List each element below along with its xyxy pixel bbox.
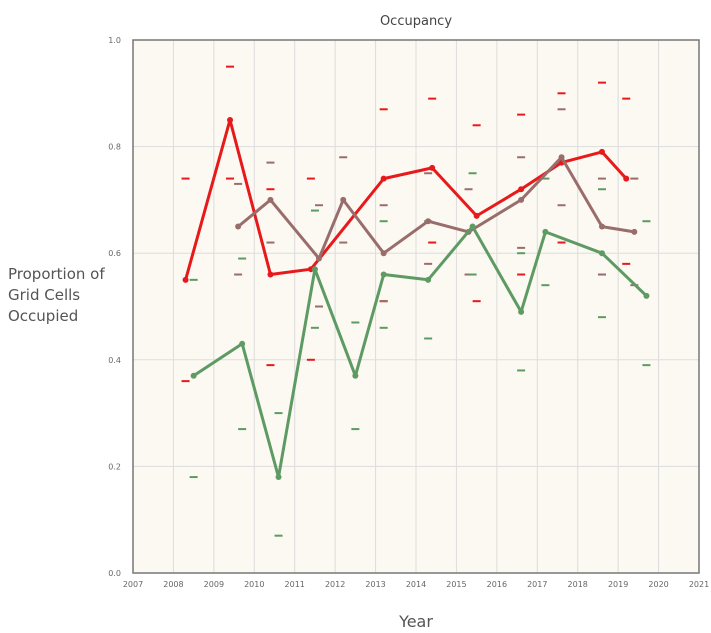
- data-point: [315, 255, 322, 262]
- y-tick-label: 0.2: [108, 462, 121, 471]
- x-tick-label: 2011: [285, 580, 305, 589]
- y-tick-label: 0.4: [108, 356, 121, 365]
- data-point: [469, 223, 476, 230]
- data-point: [267, 271, 274, 278]
- x-axis-label: Year: [399, 612, 433, 631]
- data-point: [598, 250, 605, 257]
- x-tick-label: 2021: [689, 580, 709, 589]
- data-point: [643, 292, 650, 299]
- data-point: [182, 276, 189, 283]
- data-point: [275, 474, 282, 481]
- y-axis-label: Proportion of Grid Cells Occupied: [8, 265, 105, 325]
- data-point: [380, 271, 387, 278]
- series-line-3: [192, 225, 648, 479]
- x-tick-label: 2010: [244, 580, 264, 589]
- data-point: [518, 196, 525, 203]
- data-point: [473, 212, 480, 219]
- x-tick-label: 2007: [123, 580, 143, 589]
- x-tick-label: 2017: [527, 580, 547, 589]
- data-point: [380, 250, 387, 257]
- data-point: [425, 276, 432, 283]
- data-point: [598, 148, 605, 155]
- data-point: [558, 154, 565, 161]
- x-tick-label: 2013: [365, 580, 385, 589]
- y-tick-label: 0.0: [108, 569, 121, 578]
- y-tick-label: 0.6: [108, 249, 121, 258]
- data-point: [380, 175, 387, 182]
- data-point: [518, 308, 525, 315]
- data-point: [340, 196, 347, 203]
- x-tick-label: 2018: [568, 580, 588, 589]
- data-point: [235, 223, 242, 230]
- y-tick-label: 1.0: [108, 36, 121, 45]
- x-tick-label: 2012: [325, 580, 345, 589]
- data-point: [542, 228, 549, 235]
- data-point: [598, 223, 605, 230]
- x-tick-label: 2016: [487, 580, 507, 589]
- data-point: [190, 372, 197, 379]
- data-point: [352, 372, 359, 379]
- data-point: [227, 116, 234, 123]
- data-point: [429, 164, 436, 171]
- data-point: [623, 175, 630, 182]
- x-tick-label: 2015: [446, 580, 466, 589]
- y-tick-label: 0.8: [108, 143, 121, 152]
- x-tick-label: 2008: [163, 580, 183, 589]
- x-tick-label: 2009: [204, 580, 224, 589]
- chart-title: Occupancy: [379, 14, 453, 29]
- data-point: [425, 218, 432, 225]
- x-tick-label: 2019: [608, 580, 628, 589]
- data-point: [518, 186, 525, 193]
- data-point: [267, 196, 274, 203]
- data-point: [631, 228, 638, 235]
- data-point: [239, 340, 246, 347]
- x-tick-label: 2014: [406, 580, 426, 589]
- data-point: [311, 266, 318, 273]
- x-tick-label: 2020: [648, 580, 668, 589]
- plot-frame: [132, 39, 700, 574]
